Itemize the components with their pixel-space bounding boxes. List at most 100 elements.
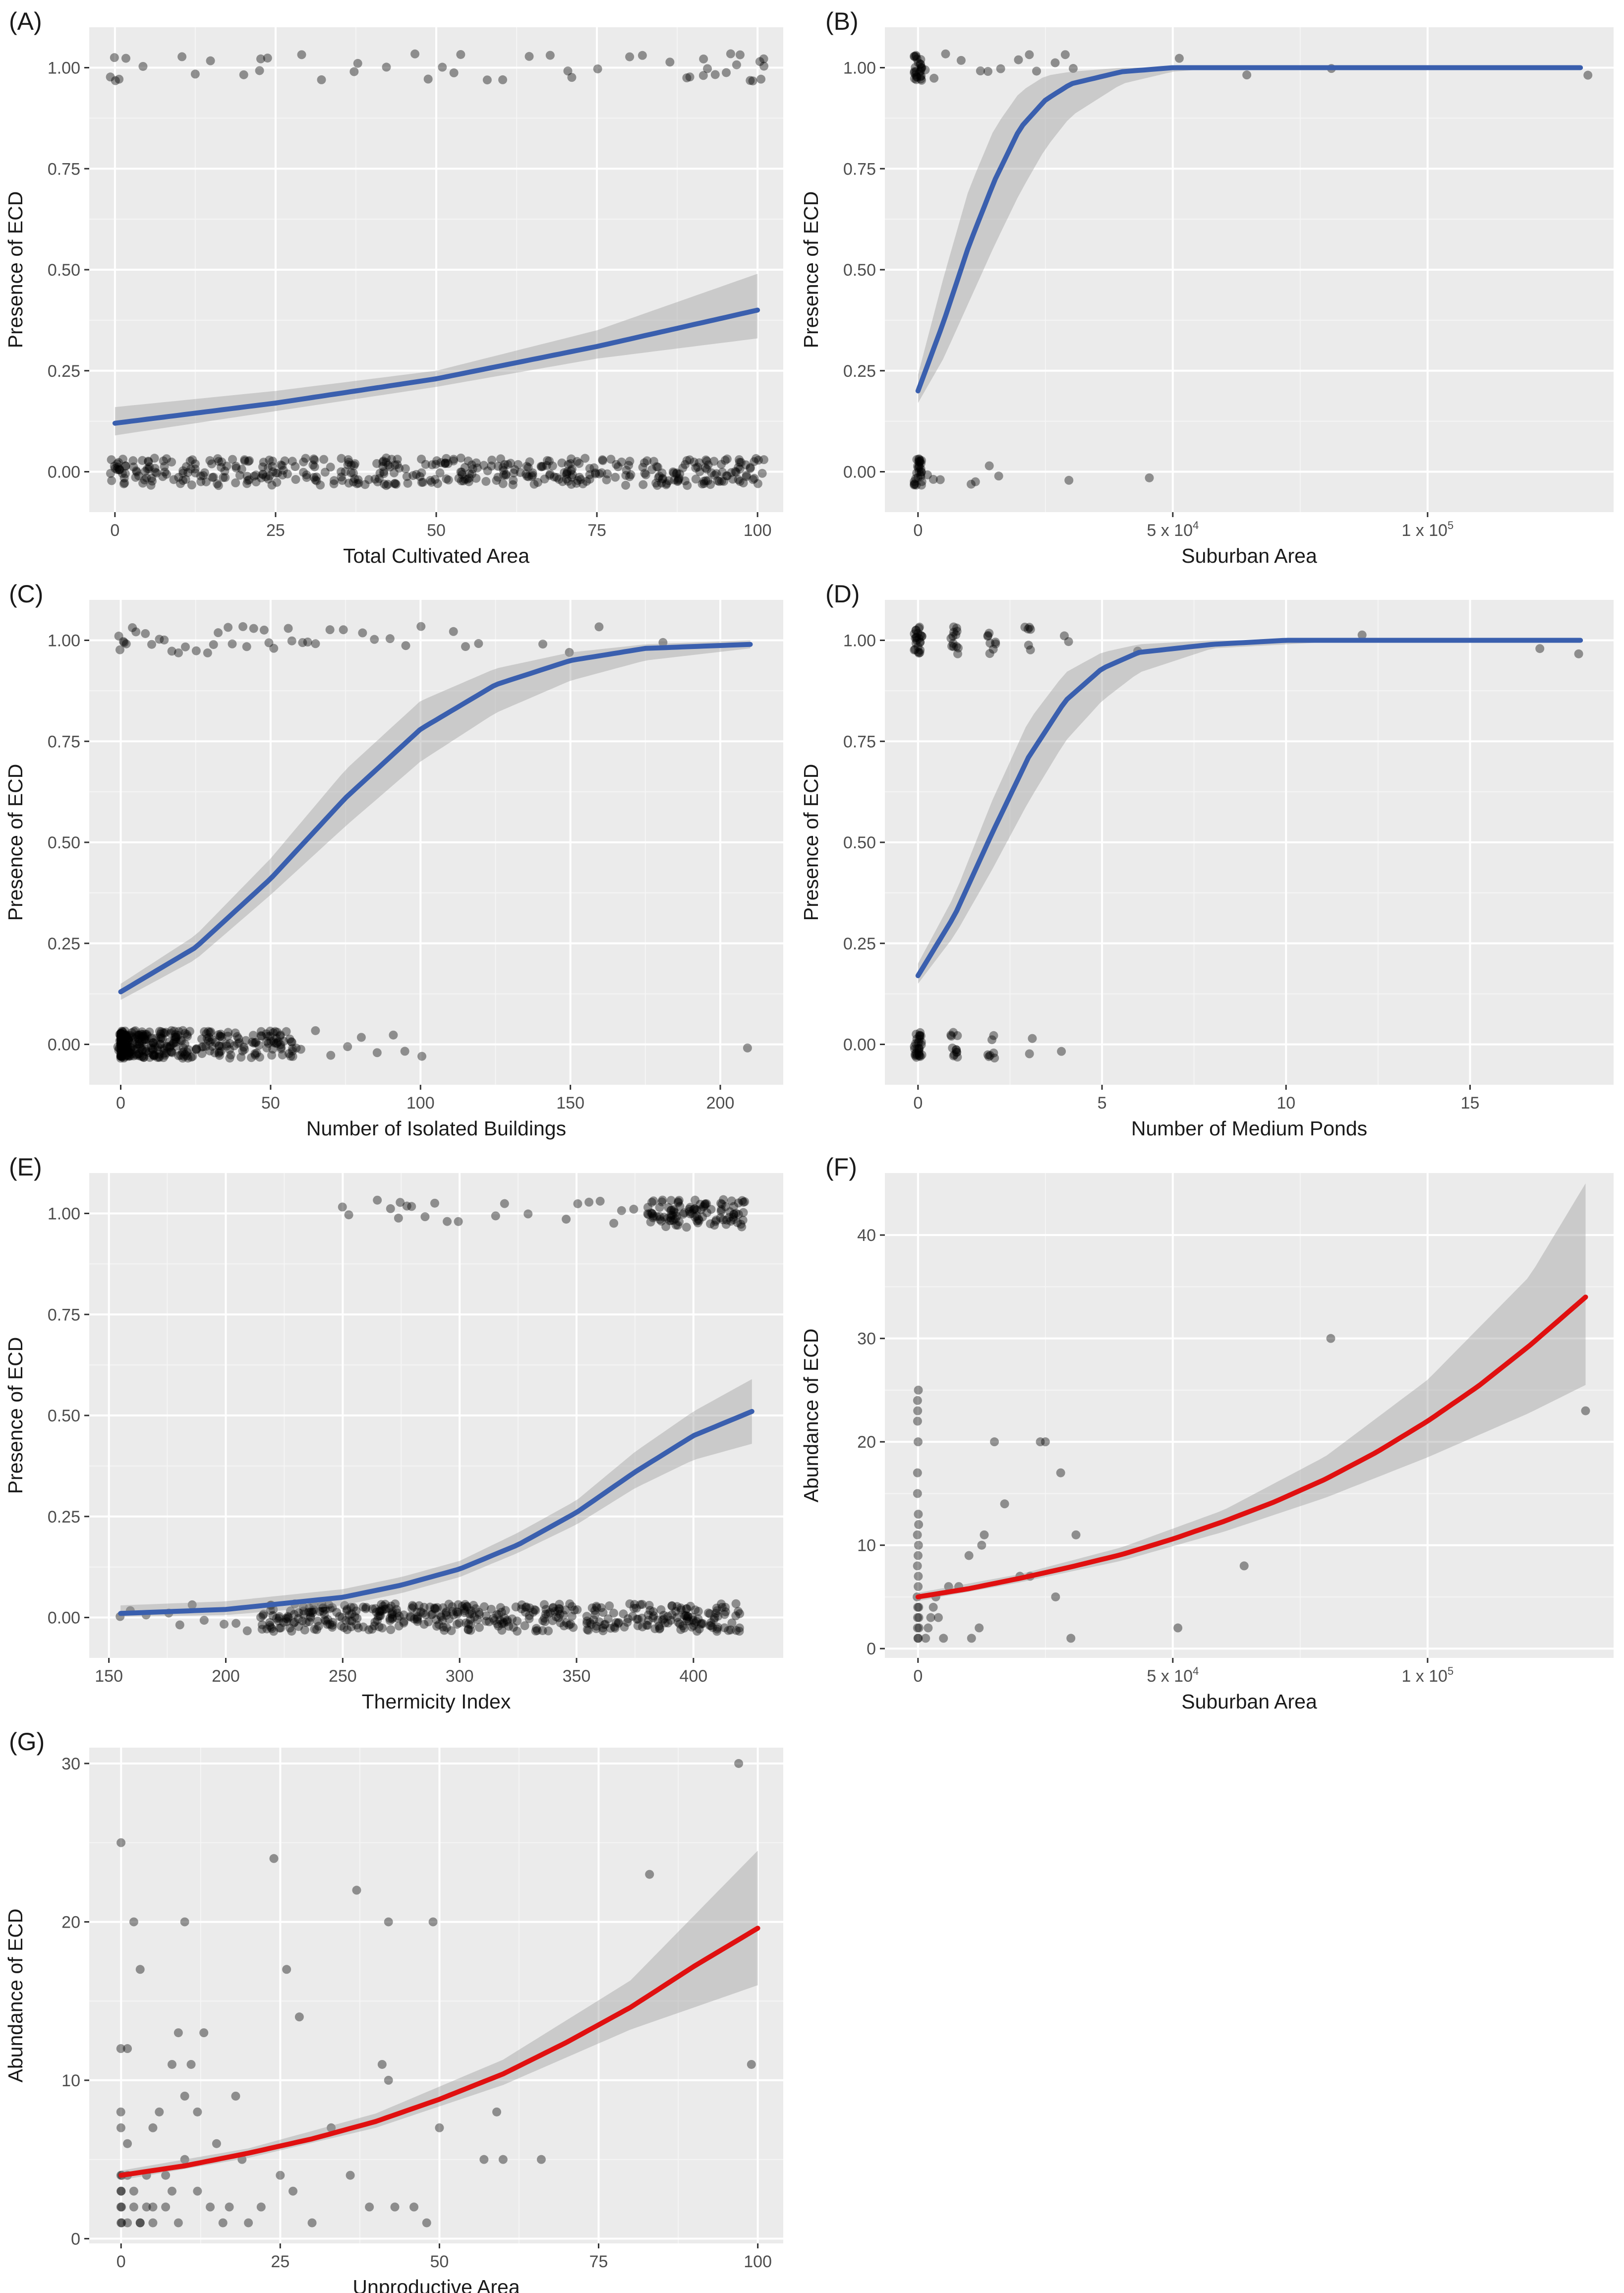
- data-point: [166, 1029, 175, 1038]
- data-point: [460, 463, 469, 472]
- data-point: [231, 2091, 240, 2101]
- data-point: [264, 638, 274, 647]
- y-axis-title: Presence of ECD: [4, 1337, 27, 1494]
- data-point: [649, 1611, 658, 1621]
- data-point: [1239, 1561, 1249, 1571]
- data-point: [118, 1035, 128, 1044]
- data-point: [375, 469, 385, 478]
- data-point: [116, 1031, 126, 1041]
- data-point: [466, 1620, 475, 1630]
- data-point: [113, 459, 122, 469]
- data-point: [913, 1406, 923, 1415]
- data-point: [567, 479, 576, 489]
- data-point: [614, 1619, 623, 1628]
- data-point: [915, 59, 925, 68]
- data-point: [231, 1028, 240, 1038]
- data-point: [111, 76, 120, 85]
- data-point: [1357, 630, 1367, 640]
- major-gridlines: [885, 27, 1614, 512]
- data-point: [116, 1052, 125, 1061]
- data-point: [256, 2202, 266, 2212]
- data-point: [667, 1610, 677, 1619]
- data-point: [147, 1033, 156, 1043]
- data-point: [166, 1041, 175, 1051]
- data-point: [158, 1034, 168, 1044]
- data-point: [146, 480, 156, 490]
- fit-line: [118, 1409, 754, 1616]
- data-point: [395, 1611, 404, 1621]
- data-point: [117, 1033, 126, 1042]
- data-point: [430, 1604, 440, 1614]
- data-point: [633, 1621, 642, 1631]
- data-point: [174, 1031, 183, 1040]
- data-point: [119, 1033, 128, 1042]
- data-point: [259, 1609, 268, 1619]
- data-point: [706, 1219, 715, 1229]
- data-point: [562, 1618, 571, 1628]
- data-point: [467, 1609, 477, 1618]
- data-point: [731, 1209, 741, 1218]
- data-point: [321, 1604, 330, 1614]
- data-point: [186, 464, 195, 473]
- data-point: [257, 473, 266, 482]
- data-point: [466, 1606, 475, 1615]
- data-point: [337, 1621, 346, 1631]
- data-point: [373, 1195, 382, 1205]
- data-point: [135, 1041, 145, 1051]
- x-axis-title: Suburban Area: [1181, 544, 1317, 567]
- data-point: [124, 1035, 133, 1044]
- data-point: [225, 1045, 234, 1055]
- x-axis-title: Suburban Area: [1181, 1690, 1317, 1713]
- data-point: [717, 1205, 726, 1214]
- data-point: [261, 472, 271, 481]
- data-point: [113, 465, 122, 474]
- data-point: [339, 1623, 348, 1632]
- data-point: [985, 629, 994, 638]
- data-point: [272, 1614, 281, 1623]
- data-point: [116, 1037, 126, 1046]
- data-point: [449, 456, 458, 466]
- data-point: [265, 1618, 275, 1627]
- data-point: [499, 1618, 509, 1628]
- data-point: [1174, 54, 1184, 63]
- data-point: [913, 1602, 923, 1612]
- data-point: [556, 1618, 565, 1628]
- data-point: [122, 1046, 131, 1055]
- data-point: [435, 2123, 444, 2132]
- data-point: [562, 469, 572, 478]
- data-point: [188, 1052, 197, 1061]
- data-point: [386, 1204, 395, 1213]
- data-point: [914, 1049, 924, 1058]
- data-point: [169, 1039, 178, 1048]
- data-point: [724, 1626, 733, 1635]
- data-point: [225, 1039, 234, 1048]
- data-point: [289, 1618, 298, 1628]
- data-point: [234, 1038, 244, 1048]
- data-point: [347, 468, 356, 477]
- data-point: [206, 2202, 215, 2212]
- y-axis-title: Abundance of ECD: [4, 1908, 27, 2082]
- data-point: [727, 1196, 736, 1206]
- y-tick-label: 0.75: [48, 732, 80, 751]
- data-point: [747, 2059, 756, 2069]
- data-point: [138, 456, 147, 465]
- data-point: [140, 1034, 149, 1044]
- data-point: [180, 2091, 189, 2101]
- data-point: [288, 1044, 297, 1053]
- data-point: [466, 1615, 475, 1624]
- data-point: [387, 455, 396, 464]
- data-point: [545, 1608, 555, 1617]
- data-point: [912, 633, 921, 643]
- data-point: [312, 1625, 321, 1635]
- data-point: [117, 1026, 126, 1036]
- data-point: [135, 1051, 144, 1060]
- data-point: [460, 1606, 469, 1615]
- data-point: [986, 1051, 995, 1060]
- data-point: [267, 1051, 277, 1060]
- data-point: [208, 1042, 217, 1051]
- data-point: [444, 1599, 454, 1609]
- data-point: [107, 476, 116, 485]
- data-point: [643, 1203, 652, 1212]
- data-point: [408, 1602, 418, 1611]
- data-point: [642, 456, 652, 466]
